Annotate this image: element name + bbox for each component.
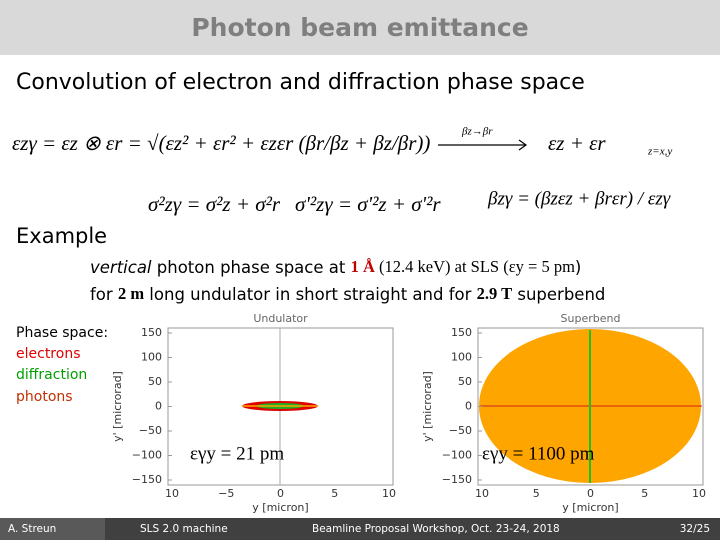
legend-item: electrons	[16, 346, 80, 362]
equation: εz + εr	[548, 131, 606, 155]
x-tick-label: 10	[382, 487, 396, 500]
title-bar	[0, 0, 720, 55]
title: Photon beam emittance	[191, 13, 528, 42]
text: 1 Å	[351, 257, 375, 276]
y-tick-label: −50	[449, 424, 472, 437]
arrow-head	[518, 139, 528, 151]
text: )	[575, 258, 581, 277]
y-tick-label: 0	[155, 400, 162, 413]
y-tick-label: 0	[465, 400, 472, 413]
y-tick-label: 50	[458, 375, 472, 388]
annotation: εγy = 1100 pm	[482, 443, 595, 464]
x-tick-label: 5	[331, 487, 338, 500]
annotation: εγy = 21 pm	[190, 443, 284, 464]
subtitle: Convolution of electron and diffraction …	[16, 70, 585, 95]
y-tick-label: 150	[451, 326, 472, 339]
x-tick-label: 10	[165, 487, 179, 500]
y-tick-label: 100	[141, 351, 162, 364]
y-axis-label: y' [microrad]	[421, 371, 434, 442]
y-tick-label: 150	[141, 326, 162, 339]
plane-label: z=x,y	[647, 146, 672, 158]
text: photon phase space at	[152, 258, 351, 277]
legend-item: diffraction	[16, 367, 87, 383]
x-tick-label: 5	[641, 487, 648, 500]
y-axis-label: y' [microrad]	[111, 371, 124, 442]
x-axis-label: y [micron]	[562, 501, 618, 514]
y-tick-label: −100	[442, 449, 472, 462]
text: vertical	[90, 258, 152, 277]
y-tick-label: 100	[451, 351, 472, 364]
y-tick-label: −150	[442, 473, 472, 486]
x-tick-label: 0	[587, 487, 594, 500]
text: superbend	[512, 285, 605, 304]
equation: εzγ = εz ⊗ εr = √(εz² + εr² + εzεr (βr/β…	[12, 131, 430, 155]
equation: σ²zγ = σ²z + σ²r	[148, 192, 281, 216]
text: 2 m	[118, 284, 144, 303]
plot-title: Superbend	[561, 312, 621, 325]
x-tick-label: 10	[475, 487, 489, 500]
y-tick-label: −50	[139, 424, 162, 437]
example-line: vertical photon phase space at 1 Å (12.4…	[90, 257, 581, 277]
example-line: for 2 m long undulator in short straight…	[90, 284, 605, 304]
x-tick-label: 10	[692, 487, 706, 500]
section-heading: Example	[16, 224, 107, 248]
y-tick-label: −100	[132, 449, 162, 462]
footer-author: A. Streun	[8, 523, 56, 535]
y-tick-label: −150	[132, 473, 162, 486]
text: (12.4 keV) at SLS (	[375, 257, 509, 276]
legend-item: photons	[16, 389, 73, 405]
x-tick-label: 0	[277, 487, 284, 500]
equation: βzγ = (βzεz + βrεr) / εzγ	[487, 188, 671, 209]
footer-cell	[0, 518, 105, 540]
arrow-label: βz→βr	[461, 126, 493, 138]
footer-event: Beamline Proposal Workshop, Oct. 23-24, …	[312, 523, 560, 535]
text: long undulator in short straight and for	[144, 285, 477, 304]
footer-bar	[0, 518, 720, 540]
y-tick-label: 50	[148, 375, 162, 388]
footer-page: 32/25	[680, 523, 710, 535]
equation: σ'²zγ = σ'²z + σ'²r	[295, 192, 441, 216]
text: 2.9 T	[477, 284, 512, 303]
x-axis-label: y [micron]	[252, 501, 308, 514]
x-tick-label: −5	[218, 487, 234, 500]
plot-title: Undulator	[253, 312, 308, 325]
x-tick-label: 5	[533, 487, 540, 500]
text: for	[90, 285, 118, 304]
text: εy = 5 pm	[509, 257, 575, 276]
footer-project: SLS 2.0 machine	[140, 523, 228, 535]
legend-title: Phase space:	[16, 325, 108, 341]
